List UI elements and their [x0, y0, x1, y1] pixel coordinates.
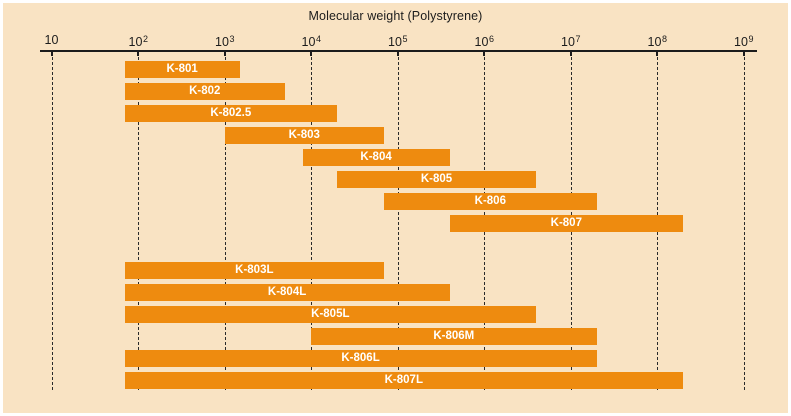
x-axis-tick-mark: [223, 50, 226, 56]
x-axis-tick-label: 106: [475, 33, 494, 49]
tick-exponent: 8: [661, 34, 667, 44]
x-axis-tick-label: 109: [734, 33, 753, 49]
range-bar-label: K-803L: [235, 264, 274, 276]
range-bar-K-802.5: K-802.5: [124, 105, 338, 122]
tick-exponent: 9: [748, 34, 754, 44]
range-bar-label: K-804L: [267, 286, 307, 298]
tick-exponent: 2: [142, 34, 148, 44]
x-axis-tick-label: 103: [215, 33, 234, 49]
x-axis-tick-mark: [396, 50, 399, 56]
gridline: [397, 57, 399, 390]
x-axis-tick-mark: [742, 50, 745, 56]
tick-exponent: 4: [315, 34, 321, 44]
range-bar-K-803L: K-803L: [124, 262, 385, 279]
gridline: [743, 57, 745, 390]
range-bar-label: K-805L: [311, 308, 350, 320]
range-bar-K-806: K-806: [384, 193, 597, 210]
x-axis-tick-label: 104: [302, 33, 321, 49]
range-bar-K-806M: K-806M: [311, 328, 597, 345]
x-axis-tick-mark: [50, 50, 53, 56]
x-axis-tick-mark: [137, 50, 139, 56]
range-bar-K-803: K-803: [224, 127, 385, 144]
range-bar-label: K-806M: [433, 330, 475, 342]
x-axis-tick-label: 105: [388, 33, 407, 49]
range-bar-K-807: K-807: [449, 215, 684, 232]
range-bar-K-805: K-805: [337, 171, 537, 188]
range-bar-K-802: K-802: [124, 83, 285, 100]
x-axis-tick-mark: [656, 50, 658, 56]
tick-base: 10: [215, 35, 229, 50]
x-axis-tick-mark: [569, 50, 572, 56]
tick-base: 10: [647, 35, 662, 50]
range-bar-label: K-801: [166, 63, 198, 75]
range-bar-label: K-806: [474, 195, 506, 207]
tick-exponent: 6: [488, 34, 494, 44]
range-bar-K-806L: K-806L: [124, 350, 597, 367]
x-axis-line: [40, 50, 757, 52]
range-bar-label: K-807: [550, 217, 582, 229]
range-bar-K-804L: K-804L: [124, 284, 450, 301]
tick-base: 10: [301, 35, 316, 50]
range-bar-label: K-802: [189, 85, 221, 97]
range-bar-K-805L: K-805L: [124, 306, 537, 323]
x-axis-tick-mark: [310, 50, 312, 56]
gridline: [138, 57, 139, 390]
range-bar-label: K-806L: [341, 352, 380, 364]
gridline: [224, 57, 226, 390]
tick-exponent: 3: [229, 34, 235, 44]
range-bar-K-804: K-804: [302, 149, 450, 166]
tick-base: 10: [561, 35, 575, 50]
tick-exponent: 7: [575, 34, 581, 44]
range-bar-label: K-803: [288, 129, 320, 141]
range-bar-K-801: K-801: [124, 61, 240, 78]
x-axis-tick-mark: [483, 50, 485, 56]
tick-base: 10: [474, 35, 489, 50]
range-bar-label: K-807L: [384, 374, 423, 386]
range-bar-label: K-802.5: [210, 107, 252, 119]
x-axis-tick-label: 108: [648, 33, 667, 49]
range-bar-label: K-805: [420, 173, 453, 185]
x-axis-tick-label: 102: [129, 33, 148, 49]
x-axis-tick-label: 10: [45, 33, 59, 47]
gridline: [51, 57, 53, 390]
chart-title: Molecular weight (Polystyrene): [308, 9, 483, 23]
tick-exponent: 5: [402, 34, 408, 44]
range-bar-K-807L: K-807L: [124, 372, 684, 389]
range-bar-label: K-804: [360, 151, 392, 163]
tick-base: 10: [44, 33, 59, 47]
x-axis-tick-label: 107: [561, 33, 580, 49]
tick-base: 10: [734, 35, 748, 50]
tick-base: 10: [128, 35, 143, 50]
gridline: [311, 57, 312, 390]
tick-base: 10: [388, 35, 402, 50]
